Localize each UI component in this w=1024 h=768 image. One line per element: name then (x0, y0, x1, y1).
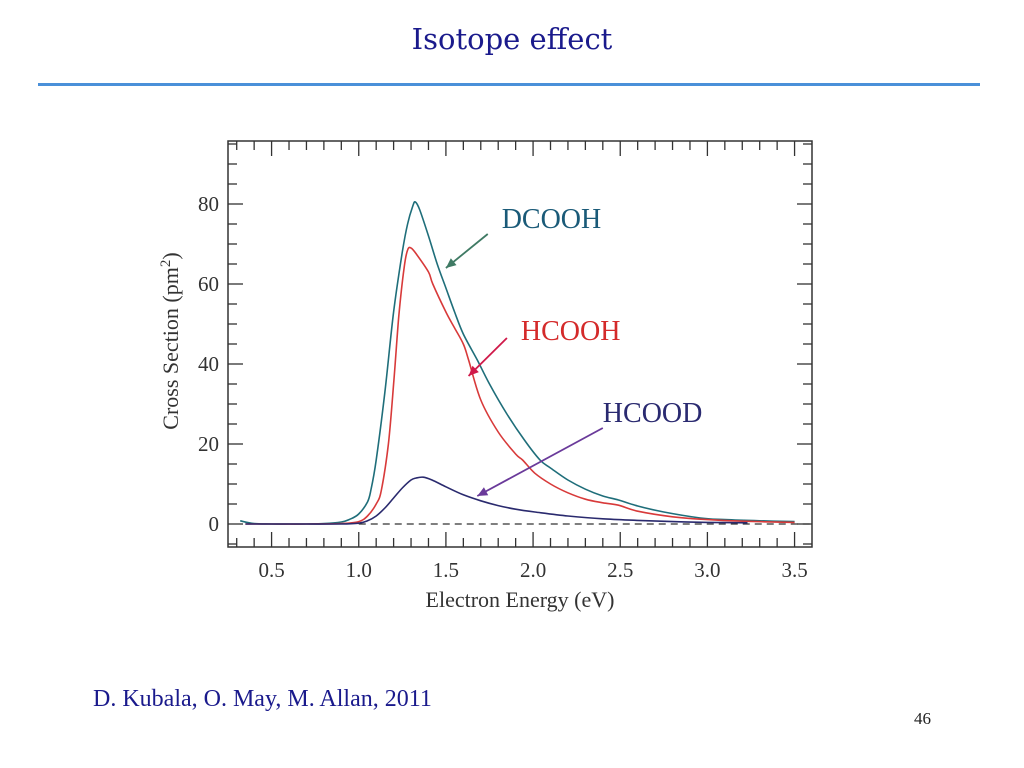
y-axis-label-close: ) (158, 252, 183, 259)
y-tick-label: 40 (198, 352, 219, 376)
series-label-hcood: HCOOD (603, 398, 703, 429)
y-axis-label-main: Cross Section (pm (158, 267, 183, 430)
x-tick-label: 1.5 (433, 558, 459, 582)
x-tick-labels: 0.5 1.0 1.5 2.0 2.5 3.0 3.5 (258, 558, 807, 582)
x-tick-label: 0.5 (258, 558, 284, 582)
x-tick-label: 2.0 (520, 558, 546, 582)
x-tick-label: 3.5 (781, 558, 807, 582)
page-number: 46 (914, 709, 931, 728)
citation: D. Kubala, O. May, M. Allan, 2011 (93, 686, 432, 712)
arrowhead-hcooh-icon (468, 365, 479, 376)
series-line-hcooh (245, 246, 795, 525)
y-tick-label: 0 (209, 512, 220, 536)
arrowhead-dcooh-icon (445, 258, 457, 268)
y-axis-label-sup: 2 (158, 260, 174, 268)
y-tick-labels: 0 20 40 60 80 (198, 192, 219, 536)
minor-ticks (228, 141, 812, 547)
series-line-dcooh (240, 201, 795, 525)
y-tick-label: 80 (198, 192, 219, 216)
title-divider (38, 83, 980, 86)
y-tick-label: 20 (198, 432, 219, 456)
x-axis-label: Electron Energy (eV) (426, 587, 615, 612)
series-lines (240, 201, 795, 525)
major-ticks (228, 141, 812, 547)
series-line-hcood (245, 476, 748, 525)
slide-title: Isotope effect (411, 22, 613, 56)
series-label-hcooh: HCOOH (521, 316, 621, 347)
arrowhead-hcood-icon (477, 487, 489, 496)
y-tick-label: 60 (198, 272, 219, 296)
x-tick-label: 2.5 (607, 558, 633, 582)
x-tick-label: 1.0 (346, 558, 372, 582)
arrow-hcood (476, 427, 604, 497)
y-axis-label: Cross Section (pm2) (158, 252, 183, 429)
series-label-dcooh: DCOOH (502, 204, 602, 235)
annotations: DCOOH HCOOH HCOOD (445, 204, 703, 497)
x-tick-label: 3.0 (694, 558, 720, 582)
